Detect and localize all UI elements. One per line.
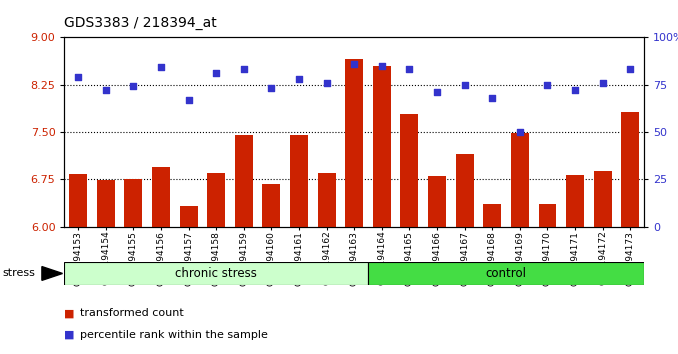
Bar (235, 135, 253, 227)
Bar (594, 171, 612, 227)
Bar (207, 173, 225, 227)
Point (376, 63, 387, 68)
Point (432, 89, 443, 95)
Point (459, 82, 470, 87)
Point (597, 80, 608, 85)
Text: ■: ■ (64, 308, 75, 318)
Text: control: control (485, 267, 527, 280)
Bar (97, 180, 115, 227)
Bar (538, 205, 557, 227)
Point (625, 67, 636, 72)
Point (239, 67, 250, 72)
Bar (262, 184, 281, 227)
Bar (368, 262, 644, 285)
Polygon shape (42, 267, 62, 280)
Bar (566, 175, 584, 227)
Text: stress: stress (2, 268, 35, 278)
Point (100, 87, 111, 93)
Bar (180, 206, 197, 227)
Point (348, 61, 359, 67)
Point (156, 65, 167, 70)
Point (211, 70, 222, 76)
Bar (428, 176, 446, 227)
Text: percentile rank within the sample: percentile rank within the sample (80, 330, 268, 339)
Bar (621, 112, 639, 227)
Point (73, 74, 83, 80)
Text: chronic stress: chronic stress (176, 267, 257, 280)
Bar (318, 173, 336, 227)
Text: transformed count: transformed count (80, 308, 184, 318)
Bar (483, 205, 501, 227)
Point (294, 76, 304, 82)
Point (321, 80, 332, 85)
Point (542, 82, 553, 87)
Bar (401, 114, 418, 227)
Point (515, 129, 525, 135)
Bar (125, 179, 142, 227)
Point (404, 67, 415, 72)
Bar (456, 154, 474, 227)
Bar (64, 262, 368, 285)
Bar (345, 59, 363, 227)
Bar (373, 65, 391, 227)
Bar (290, 135, 308, 227)
Bar (69, 173, 87, 227)
Point (266, 85, 277, 91)
Bar (511, 133, 529, 227)
Bar (152, 167, 170, 227)
Text: GDS3383 / 218394_at: GDS3383 / 218394_at (64, 16, 217, 30)
Point (487, 95, 498, 101)
Text: ■: ■ (64, 330, 75, 339)
Point (570, 87, 580, 93)
Point (128, 84, 139, 89)
Point (183, 97, 194, 103)
